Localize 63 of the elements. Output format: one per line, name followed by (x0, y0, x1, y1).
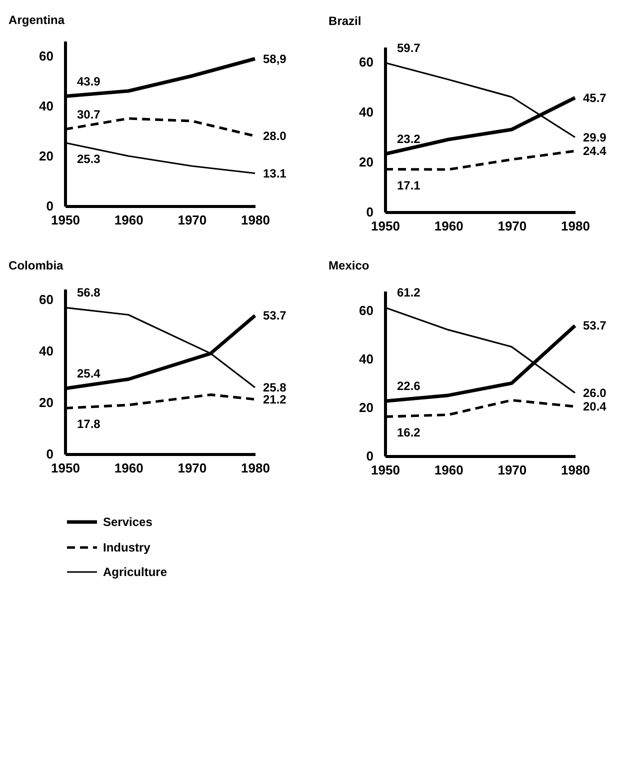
data-label: 23.2 (397, 132, 421, 146)
y-tick-label: 60 (359, 302, 374, 318)
chart-title: Brazil (328, 14, 362, 28)
x-tick-label: 1960 (434, 462, 464, 478)
y-tick-label: 0 (366, 204, 374, 220)
data-label: 56.8 (77, 286, 101, 300)
data-label: 61.2 (397, 286, 421, 300)
x-tick-label: 1960 (114, 460, 144, 476)
legend-label: Industry (103, 540, 151, 554)
data-label: 25.8 (263, 380, 287, 394)
x-tick-label: 1970 (178, 460, 207, 476)
data-label: 45.7 (583, 90, 607, 105)
data-label: 43.9 (77, 74, 101, 88)
y-tick-label: 20 (39, 148, 54, 164)
data-label: 25.4 (77, 366, 101, 381)
y-tick-label: 60 (39, 48, 54, 64)
legend-label: Services (103, 515, 153, 529)
data-label: 53.7 (263, 308, 287, 323)
data-label: 30.7 (77, 107, 101, 122)
y-tick-label: 0 (46, 446, 54, 462)
chart-title: Argentina (8, 13, 65, 27)
data-label: 16.2 (397, 426, 421, 440)
x-tick-label: 1950 (51, 212, 80, 228)
x-tick-label: 1950 (51, 460, 80, 476)
x-tick-label: 1980 (561, 218, 590, 234)
data-label: 29.9 (583, 130, 607, 144)
y-tick-label: 40 (39, 343, 54, 358)
data-label: 21.2 (263, 392, 287, 406)
y-tick-label: 20 (359, 400, 374, 415)
x-tick-label: 1970 (498, 462, 527, 478)
data-label: 58,9 (263, 52, 287, 66)
x-tick-label: 1950 (371, 462, 400, 478)
data-label: 24.4 (583, 144, 607, 158)
x-tick-label: 1950 (371, 218, 400, 234)
data-label: 26.0 (583, 386, 607, 400)
x-tick-label: 1980 (561, 462, 590, 478)
data-label: 28.0 (263, 129, 287, 143)
data-label: 53.7 (583, 318, 607, 333)
data-label: 17.1 (397, 178, 421, 192)
y-tick-label: 40 (39, 98, 54, 114)
x-tick-label: 1960 (114, 212, 144, 228)
data-label: 17.8 (77, 417, 101, 432)
data-label: 20.4 (583, 400, 607, 414)
data-label: 13.1 (263, 166, 287, 180)
chart-title: Mexico (328, 258, 370, 272)
x-tick-label: 1980 (241, 460, 270, 476)
legend-label: Agriculture (103, 565, 168, 579)
y-tick-label: 40 (359, 104, 374, 120)
y-tick-label: 60 (39, 292, 54, 307)
y-tick-label: 0 (46, 198, 54, 214)
x-tick-label: 1970 (178, 212, 207, 228)
y-tick-label: 20 (39, 394, 54, 410)
x-tick-label: 1970 (498, 218, 527, 234)
y-tick-label: 20 (359, 154, 374, 170)
chart-title: Colombia (8, 258, 64, 273)
x-tick-label: 1980 (241, 212, 270, 228)
x-tick-label: 1960 (434, 218, 464, 234)
data-label: 25.3 (77, 152, 101, 166)
y-tick-label: 0 (366, 448, 374, 464)
y-tick-label: 40 (359, 351, 374, 366)
data-label: 59.7 (397, 40, 421, 55)
data-label: 22.6 (397, 379, 421, 394)
y-tick-label: 60 (359, 54, 374, 70)
